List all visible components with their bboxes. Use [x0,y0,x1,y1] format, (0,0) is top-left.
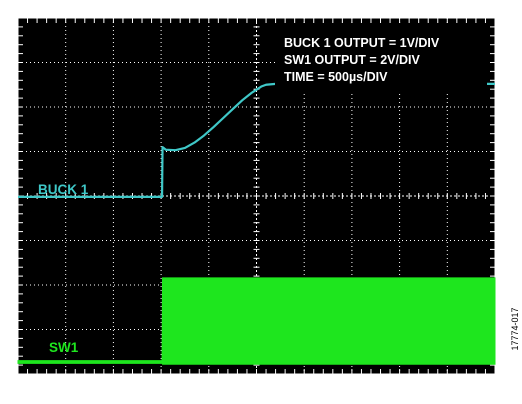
sw1-label: SW1 [49,340,79,355]
annotation-time-scale: TIME = 500µs/DIV [284,70,388,84]
annotation-buck1-scale: BUCK 1 OUTPUT = 1V/DIV [284,36,440,50]
figure-id-text: 17774-017 [510,307,520,351]
sw1-series [17,277,496,365]
annotation-box: BUCK 1 OUTPUT = 1V/DIV SW1 OUTPUT = 2V/D… [275,25,487,91]
sw1-trace [17,277,496,365]
buck1-label: BUCK 1 [38,182,89,197]
annotation-sw1-scale: SW1 OUTPUT = 2V/DIV [284,53,420,67]
figure-id: 17774-017 [510,284,520,374]
